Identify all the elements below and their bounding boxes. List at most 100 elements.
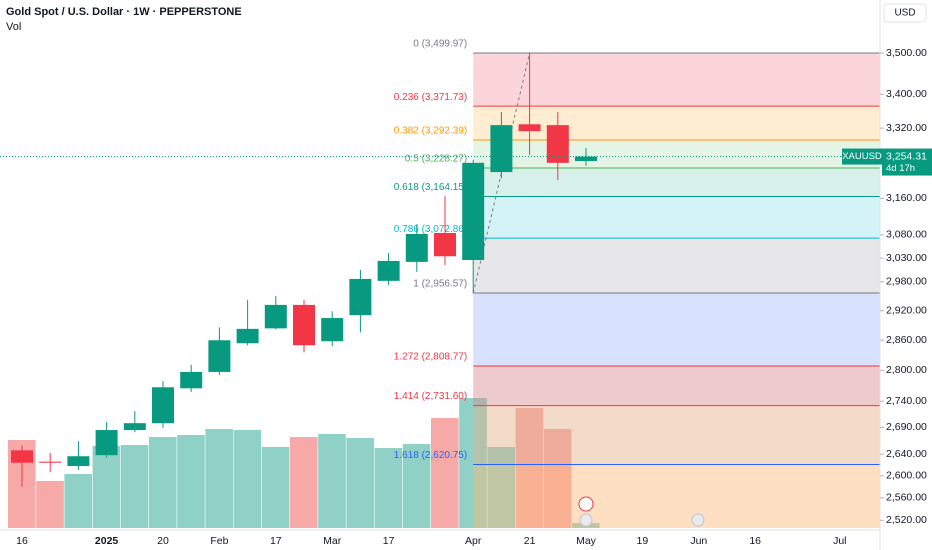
fib-band bbox=[473, 238, 880, 294]
volume-bar bbox=[92, 446, 121, 528]
candle-body bbox=[518, 124, 541, 132]
candle-body bbox=[377, 260, 400, 281]
y-tick-label: 2,560.00 bbox=[886, 492, 927, 504]
x-tick-label: Jun bbox=[690, 535, 707, 547]
candle-body bbox=[180, 371, 203, 389]
event-icon[interactable] bbox=[579, 513, 593, 527]
x-tick-label: Apr bbox=[465, 535, 482, 547]
x-tick-label: 17 bbox=[270, 535, 282, 547]
y-tick-label: 2,800.00 bbox=[886, 364, 927, 376]
volume-bar bbox=[290, 437, 318, 528]
volume-label: Vol bbox=[6, 21, 21, 33]
y-tick-label: 2,640.00 bbox=[886, 448, 927, 460]
volume-bar bbox=[402, 444, 431, 528]
fib-band bbox=[473, 196, 880, 239]
volume-bar bbox=[261, 447, 290, 528]
volume-bar bbox=[233, 430, 262, 528]
candle-body bbox=[321, 318, 344, 342]
price-tag-label: 3,254.31 bbox=[886, 150, 927, 162]
candle-body bbox=[264, 304, 287, 329]
fib-band bbox=[473, 405, 880, 465]
volume-bar bbox=[64, 474, 92, 528]
volume-bar bbox=[374, 448, 403, 528]
y-tick-label: 2,920.00 bbox=[886, 305, 927, 317]
fib-band bbox=[473, 106, 880, 141]
volume-bar bbox=[543, 429, 572, 528]
volume-bar bbox=[459, 398, 487, 528]
volume-bar bbox=[346, 438, 374, 528]
y-tick-label: 2,600.00 bbox=[886, 470, 927, 482]
fib-band bbox=[473, 293, 880, 366]
x-tick-label: 20 bbox=[157, 535, 169, 547]
x-tick-label: 16 bbox=[749, 535, 761, 547]
chart-title: Gold Spot / U.S. Dollar · 1W · PEPPERSTO… bbox=[6, 6, 242, 18]
x-tick-label: Feb bbox=[210, 535, 228, 547]
candle-body bbox=[39, 461, 62, 463]
fib-label: 0.786 (3,072.86) bbox=[394, 224, 467, 235]
x-tick-label: Jul bbox=[833, 535, 846, 547]
candle-body bbox=[405, 233, 428, 262]
y-tick-label: 2,740.00 bbox=[886, 395, 927, 407]
volume-bar bbox=[205, 429, 233, 528]
y-tick-label: 2,860.00 bbox=[886, 334, 927, 346]
volume-bar bbox=[36, 481, 64, 528]
x-tick-label: 17 bbox=[383, 535, 395, 547]
y-tick-label: 2,520.00 bbox=[886, 514, 927, 526]
fib-band bbox=[473, 365, 880, 406]
y-tick-label: 3,080.00 bbox=[886, 229, 927, 241]
candle-body bbox=[152, 387, 174, 424]
x-tick-label: May bbox=[576, 535, 597, 547]
volume-bar bbox=[431, 418, 459, 528]
countdown-label: 4d 17h bbox=[886, 163, 915, 174]
candle-body bbox=[490, 125, 513, 173]
y-tick-label: 2,690.00 bbox=[886, 421, 927, 433]
fib-label: 0.5 (3,228.27) bbox=[405, 154, 467, 165]
fib-label: 0.236 (3,371.73) bbox=[394, 92, 467, 103]
volume-bar bbox=[318, 434, 346, 528]
candle-body bbox=[123, 423, 146, 431]
currency-button[interactable] bbox=[883, 3, 927, 23]
candle-body bbox=[434, 233, 456, 257]
candle-body bbox=[546, 125, 569, 163]
fib-band bbox=[473, 53, 880, 107]
y-tick-label: 3,160.00 bbox=[886, 192, 927, 204]
x-tick-label: 19 bbox=[637, 535, 649, 547]
candle-body bbox=[236, 328, 259, 344]
symbol-tag-label: XAUUSD bbox=[842, 151, 882, 162]
candle-body bbox=[349, 278, 372, 316]
x-tick-label: Mar bbox=[323, 535, 342, 547]
candle-body bbox=[293, 304, 315, 346]
volume-bar bbox=[487, 447, 515, 528]
y-tick-label: 3,320.00 bbox=[886, 122, 927, 134]
fib-band bbox=[473, 140, 880, 168]
fib-band bbox=[473, 167, 880, 197]
event-icons bbox=[578, 496, 705, 527]
y-tick-label: 2,980.00 bbox=[886, 276, 927, 288]
fib-trend-line bbox=[472, 52, 531, 294]
candle-body bbox=[11, 450, 33, 463]
volume-bar bbox=[120, 445, 149, 528]
price-tag bbox=[882, 148, 932, 176]
x-tick-label: 2025 bbox=[95, 535, 119, 547]
fib-layer: 0 (3,499.97) 0.236 (3,371.73) 0.382 (3,292… bbox=[394, 39, 880, 528]
currency-label[interactable]: USD bbox=[894, 8, 915, 19]
fib-label: 0.382 (3,292.39) bbox=[394, 126, 467, 137]
event-icon[interactable] bbox=[691, 513, 705, 527]
volume-bar bbox=[149, 437, 177, 528]
fib-label: 1.272 (2,808.77) bbox=[394, 352, 467, 363]
candle-body bbox=[95, 430, 118, 456]
symbol-tag bbox=[842, 148, 882, 165]
candle-body bbox=[462, 162, 485, 261]
fib-label: 0.618 (3,164.15) bbox=[394, 182, 467, 193]
candle-layer bbox=[0, 53, 880, 487]
x-tick-label: 21 bbox=[524, 535, 536, 547]
event-icon[interactable] bbox=[578, 496, 594, 512]
volume-bar bbox=[177, 435, 205, 528]
x-tick-label: 16 bbox=[16, 535, 28, 547]
y-tick-label: 3,500.00 bbox=[886, 47, 927, 59]
volume-bar bbox=[515, 408, 544, 528]
fib-label: 1 (2,956.57) bbox=[413, 279, 467, 290]
candle-body bbox=[67, 456, 90, 466]
